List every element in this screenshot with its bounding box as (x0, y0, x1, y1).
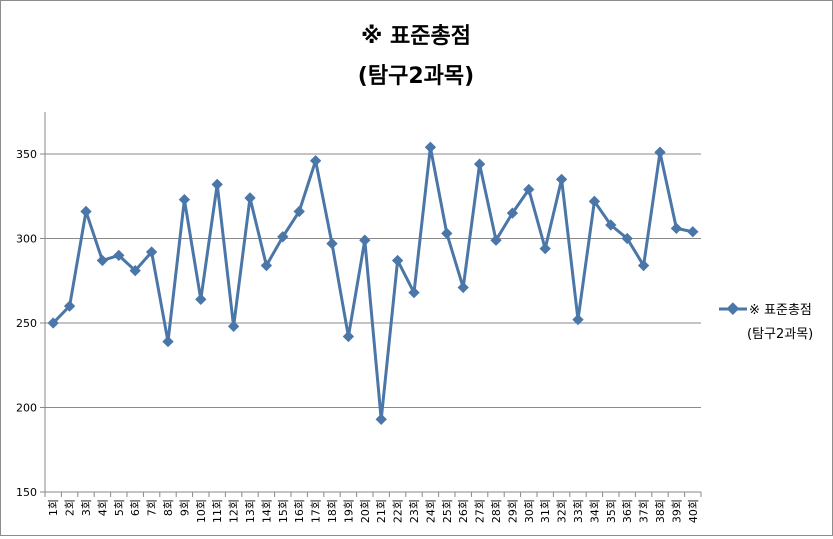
data-point (457, 281, 469, 294)
data-point (96, 254, 109, 267)
x-tick-label: 33회 (572, 499, 585, 523)
x-tick-label: 35회 (605, 499, 618, 523)
x-tick-label: 27회 (474, 499, 487, 523)
y-tick-label: 200 (16, 402, 37, 415)
x-tick-label: 1회 (47, 499, 60, 516)
x-tick-label: 20회 (359, 499, 372, 523)
data-point (572, 313, 584, 326)
data-point (523, 183, 535, 196)
x-tick-label: 25회 (441, 499, 454, 523)
data-point (490, 234, 502, 246)
series-line (47, 141, 699, 425)
data-point (408, 286, 420, 299)
x-tick-label: 9회 (178, 499, 191, 516)
x-tick-label: 22회 (392, 499, 405, 523)
data-point (326, 237, 338, 250)
x-tick-label: 3회 (80, 499, 93, 516)
data-point (47, 317, 59, 329)
x-tick-label: 16회 (293, 499, 306, 523)
data-point (342, 330, 355, 343)
data-point (309, 155, 322, 167)
x-tick-label: 32회 (556, 499, 569, 523)
data-point (605, 219, 617, 231)
x-tick-label: 34회 (588, 499, 601, 523)
legend-marker-swatch (726, 302, 740, 316)
data-point (621, 232, 633, 245)
data-point (424, 141, 437, 153)
x-tick-label: 26회 (457, 499, 470, 523)
x-tick-label: 15회 (277, 499, 290, 523)
chart-title-line2: (탐구2과목) (358, 64, 474, 89)
data-point (293, 205, 305, 218)
x-tick-label: 14회 (260, 499, 273, 523)
x-tick-label: 10회 (195, 499, 208, 523)
data-point (359, 234, 371, 246)
legend: ※ 표준총점 (탐구2과목) (719, 302, 813, 342)
y-tick-label: 150 (16, 486, 37, 499)
data-point (277, 231, 289, 243)
y-tick-label: 250 (16, 317, 37, 330)
x-tick-label: 17회 (310, 499, 323, 523)
x-tick-label: 31회 (539, 499, 552, 523)
x-tick-label: 4회 (96, 499, 109, 516)
x-tick-label: 5회 (113, 499, 126, 516)
data-point (80, 205, 92, 218)
x-tick-label: 36회 (621, 499, 634, 523)
x-tick-label: 30회 (523, 499, 536, 523)
data-point (178, 193, 191, 206)
x-tick-label: 23회 (408, 499, 421, 523)
x-tick-label: 11회 (211, 499, 224, 523)
data-point (506, 207, 519, 219)
x-tick-label: 18회 (326, 499, 339, 523)
x-tick-label: 19회 (342, 499, 355, 523)
gridlines (45, 153, 701, 408)
x-tick-label: 39회 (670, 499, 683, 523)
series-path (52, 145, 694, 421)
data-point (391, 254, 404, 267)
data-point (227, 320, 240, 333)
data-point (129, 264, 141, 277)
data-point (244, 192, 256, 204)
data-point (375, 413, 387, 425)
x-tick-label: 2회 (64, 499, 77, 516)
x-tick-label: 40회 (687, 499, 700, 523)
data-point (687, 226, 699, 238)
x-tick-label: 8회 (162, 499, 175, 516)
data-point (555, 173, 568, 186)
x-tick-label: 7회 (146, 499, 159, 516)
x-tick-label: 12회 (228, 499, 241, 523)
data-point (473, 158, 486, 170)
y-tick-label: 350 (16, 148, 37, 161)
data-point (162, 335, 174, 348)
x-axis: 1회 2회 3회 4회 5회 6회 7회 8회 9회 10회 11회 12회 13회 14회 15회 16회 1… (44, 491, 702, 523)
data-point (211, 178, 223, 191)
data-point (654, 146, 666, 158)
data-point (145, 246, 158, 258)
chart-title-line1: ※ 표준총점 (361, 24, 471, 49)
data-point (441, 227, 453, 240)
x-tick-label: 21회 (375, 499, 388, 523)
x-tick-label: 24회 (424, 499, 437, 523)
x-tick-label: 13회 (244, 499, 257, 523)
y-axis: 150 200 250 300 350 (16, 112, 46, 499)
x-tick-label: 28회 (490, 499, 503, 523)
data-point (195, 293, 207, 305)
x-tick-label: 29회 (506, 499, 519, 523)
data-point (637, 259, 650, 272)
x-tick-label: 38회 (654, 499, 667, 523)
legend-label-line2: (탐구2과목) (747, 327, 813, 342)
x-tick-label: 6회 (129, 499, 142, 516)
data-point (670, 222, 683, 235)
legend-label-line1: ※ 표준총점 (749, 303, 812, 318)
y-tick-label: 300 (16, 233, 37, 246)
data-point (539, 242, 551, 255)
x-tick-label: 37회 (638, 499, 651, 523)
data-point (260, 259, 273, 272)
data-point (588, 195, 601, 207)
